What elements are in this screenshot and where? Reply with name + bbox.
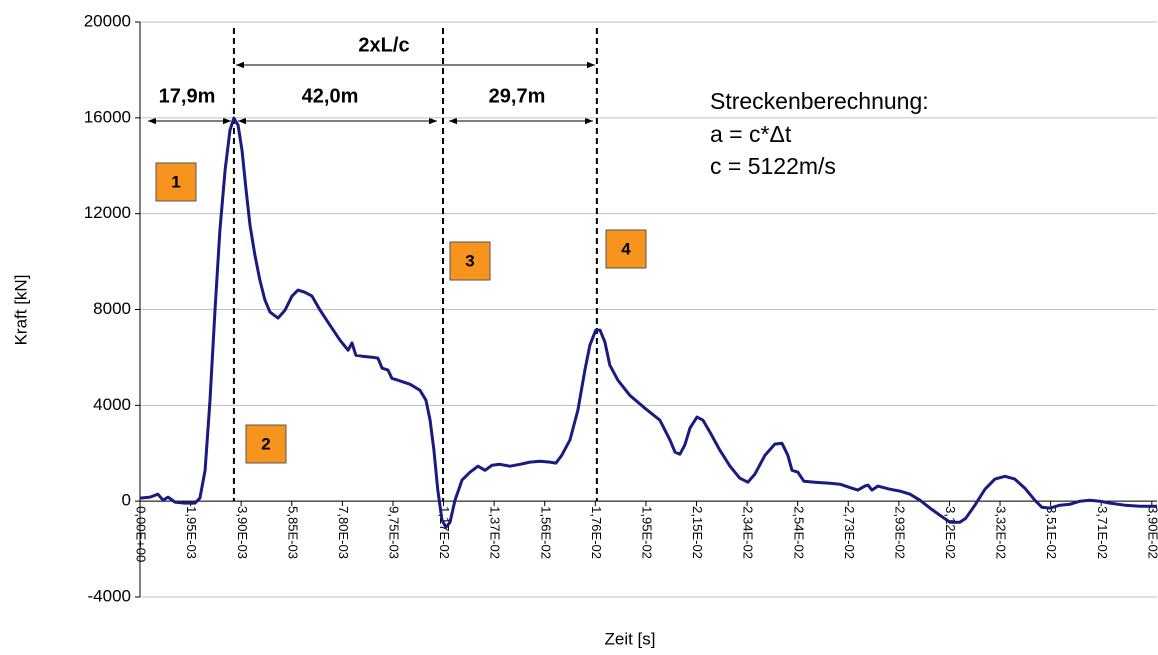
marker-box bbox=[155, 162, 197, 202]
x-tick-label: 3,90E-02 bbox=[1145, 506, 1158, 559]
x-tick-label: 2,34E-02 bbox=[741, 506, 756, 559]
y-tick-label: 8000 bbox=[93, 299, 131, 318]
period-label: 2xL/c bbox=[358, 34, 409, 56]
x-tick-label: 1,56E-02 bbox=[538, 506, 553, 559]
marker-box bbox=[449, 241, 491, 281]
note-line: a = c*Δt bbox=[710, 121, 792, 147]
marker-label: 1 bbox=[171, 172, 180, 191]
y-tick-label: -4000 bbox=[88, 586, 131, 605]
y-tick-label: 4000 bbox=[93, 395, 131, 414]
x-tick-label: 3,32E-02 bbox=[994, 506, 1009, 559]
note-line: c = 5122m/s bbox=[710, 153, 836, 179]
x-tick-label: 3,90E-03 bbox=[235, 506, 250, 559]
x-tick-label: 3,12E-02 bbox=[943, 506, 958, 559]
x-tick-label: 2,54E-02 bbox=[791, 506, 806, 559]
x-tick-label: 3,71E-02 bbox=[1095, 506, 1110, 559]
y-axis-label: Kraft [kN] bbox=[11, 275, 30, 346]
x-tick-label: 5,85E-03 bbox=[285, 506, 300, 559]
y-tick-label: 20000 bbox=[84, 11, 131, 30]
x-tick-label: 7,80E-03 bbox=[336, 506, 351, 559]
x-tick-label: 0,00E+00 bbox=[134, 506, 149, 562]
x-tick-label: 1,95E-02 bbox=[639, 506, 654, 559]
x-tick-label: 2,15E-02 bbox=[690, 506, 705, 559]
span-label: 29,7m bbox=[489, 85, 546, 107]
x-tick-label: 3,51E-02 bbox=[1044, 506, 1059, 559]
span-label: 17,9m bbox=[159, 85, 216, 107]
span-label: 42,0m bbox=[302, 85, 359, 107]
data-line bbox=[139, 116, 1157, 529]
x-axis-label: Zeit [s] bbox=[604, 629, 655, 648]
note-line: Streckenberechnung: bbox=[710, 88, 929, 114]
x-tick-label: 9,75E-03 bbox=[387, 506, 402, 559]
y-tick-label: 16000 bbox=[84, 107, 131, 126]
x-tick-label: 2,93E-02 bbox=[892, 506, 907, 559]
x-tick-label: 2,73E-02 bbox=[842, 506, 857, 559]
marker-label: 4 bbox=[621, 239, 631, 258]
x-tick-label: 1,17E-02 bbox=[437, 506, 452, 559]
x-tick-label: 1,37E-02 bbox=[488, 506, 503, 559]
x-tick-label: 1,95E-03 bbox=[184, 506, 199, 559]
marker-label: 3 bbox=[465, 251, 474, 270]
x-tick-label: 1,76E-02 bbox=[589, 506, 604, 559]
y-tick-label: 0 bbox=[122, 491, 131, 510]
y-tick-label: 12000 bbox=[84, 203, 131, 222]
marker-label: 2 bbox=[261, 434, 270, 453]
marker-box bbox=[605, 229, 647, 269]
marker-box bbox=[245, 424, 287, 464]
